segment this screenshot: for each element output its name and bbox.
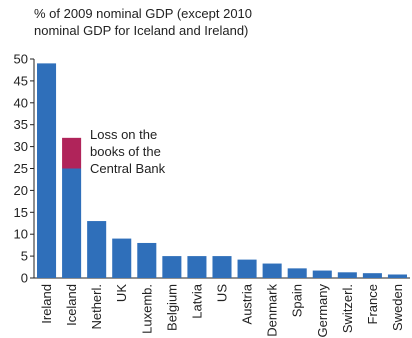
bar — [212, 256, 232, 278]
x-tick-label: Denmark — [265, 284, 280, 337]
bar — [37, 63, 57, 278]
x-tick-label: Sweden — [390, 284, 405, 331]
x-tick-label: Switzerl. — [340, 284, 355, 333]
x-tick-label: Spain — [290, 284, 305, 317]
y-tick-label: 0 — [21, 271, 28, 286]
bar — [112, 238, 132, 278]
bar-segment-central-bank-loss — [62, 137, 82, 169]
x-tick-label: Luxemb. — [139, 284, 154, 334]
x-tick-label: Germany — [315, 284, 330, 338]
y-tick-label: 50 — [14, 52, 28, 67]
y-tick-label: 35 — [14, 117, 28, 132]
chart-subtitle-line-1: % of 2009 nominal GDP (except 2010 — [34, 6, 253, 21]
bar — [237, 259, 257, 278]
bar — [387, 274, 407, 278]
bar — [262, 263, 282, 278]
bar — [337, 272, 357, 278]
bar — [162, 256, 182, 278]
annotation-line: Central Bank — [90, 161, 166, 176]
x-tick-label: UK — [114, 284, 129, 302]
bar — [137, 242, 157, 278]
y-tick-label: 45 — [14, 73, 28, 88]
y-tick-label: 30 — [14, 139, 28, 154]
x-tick-label: Ireland — [39, 284, 54, 324]
y-tick-label: 25 — [14, 161, 28, 176]
y-tick-label: 40 — [14, 95, 28, 110]
y-tick-label: 10 — [14, 227, 28, 242]
bar — [287, 268, 307, 278]
x-tick-label: Iceland — [64, 284, 79, 326]
chart-subtitle-line-2: nominal GDP for Iceland and Ireland) — [34, 23, 249, 38]
y-tick-label: 20 — [14, 183, 28, 198]
bar — [87, 221, 107, 278]
x-tick-label: Latvia — [189, 283, 204, 318]
y-tick-label: 5 — [21, 249, 28, 264]
y-tick-label: 15 — [14, 205, 28, 220]
bar — [312, 270, 332, 278]
x-tick-label: US — [215, 284, 230, 302]
annotation-line: Loss on the — [90, 127, 157, 142]
x-tick-label: Austria — [240, 283, 255, 324]
annotation-line: books of the — [90, 144, 161, 159]
bar — [362, 273, 382, 278]
x-tick-label: Netherl. — [89, 284, 104, 330]
bar — [187, 256, 207, 278]
bar — [62, 168, 82, 278]
x-tick-label: Belgium — [164, 284, 179, 331]
x-tick-label: France — [365, 284, 380, 324]
